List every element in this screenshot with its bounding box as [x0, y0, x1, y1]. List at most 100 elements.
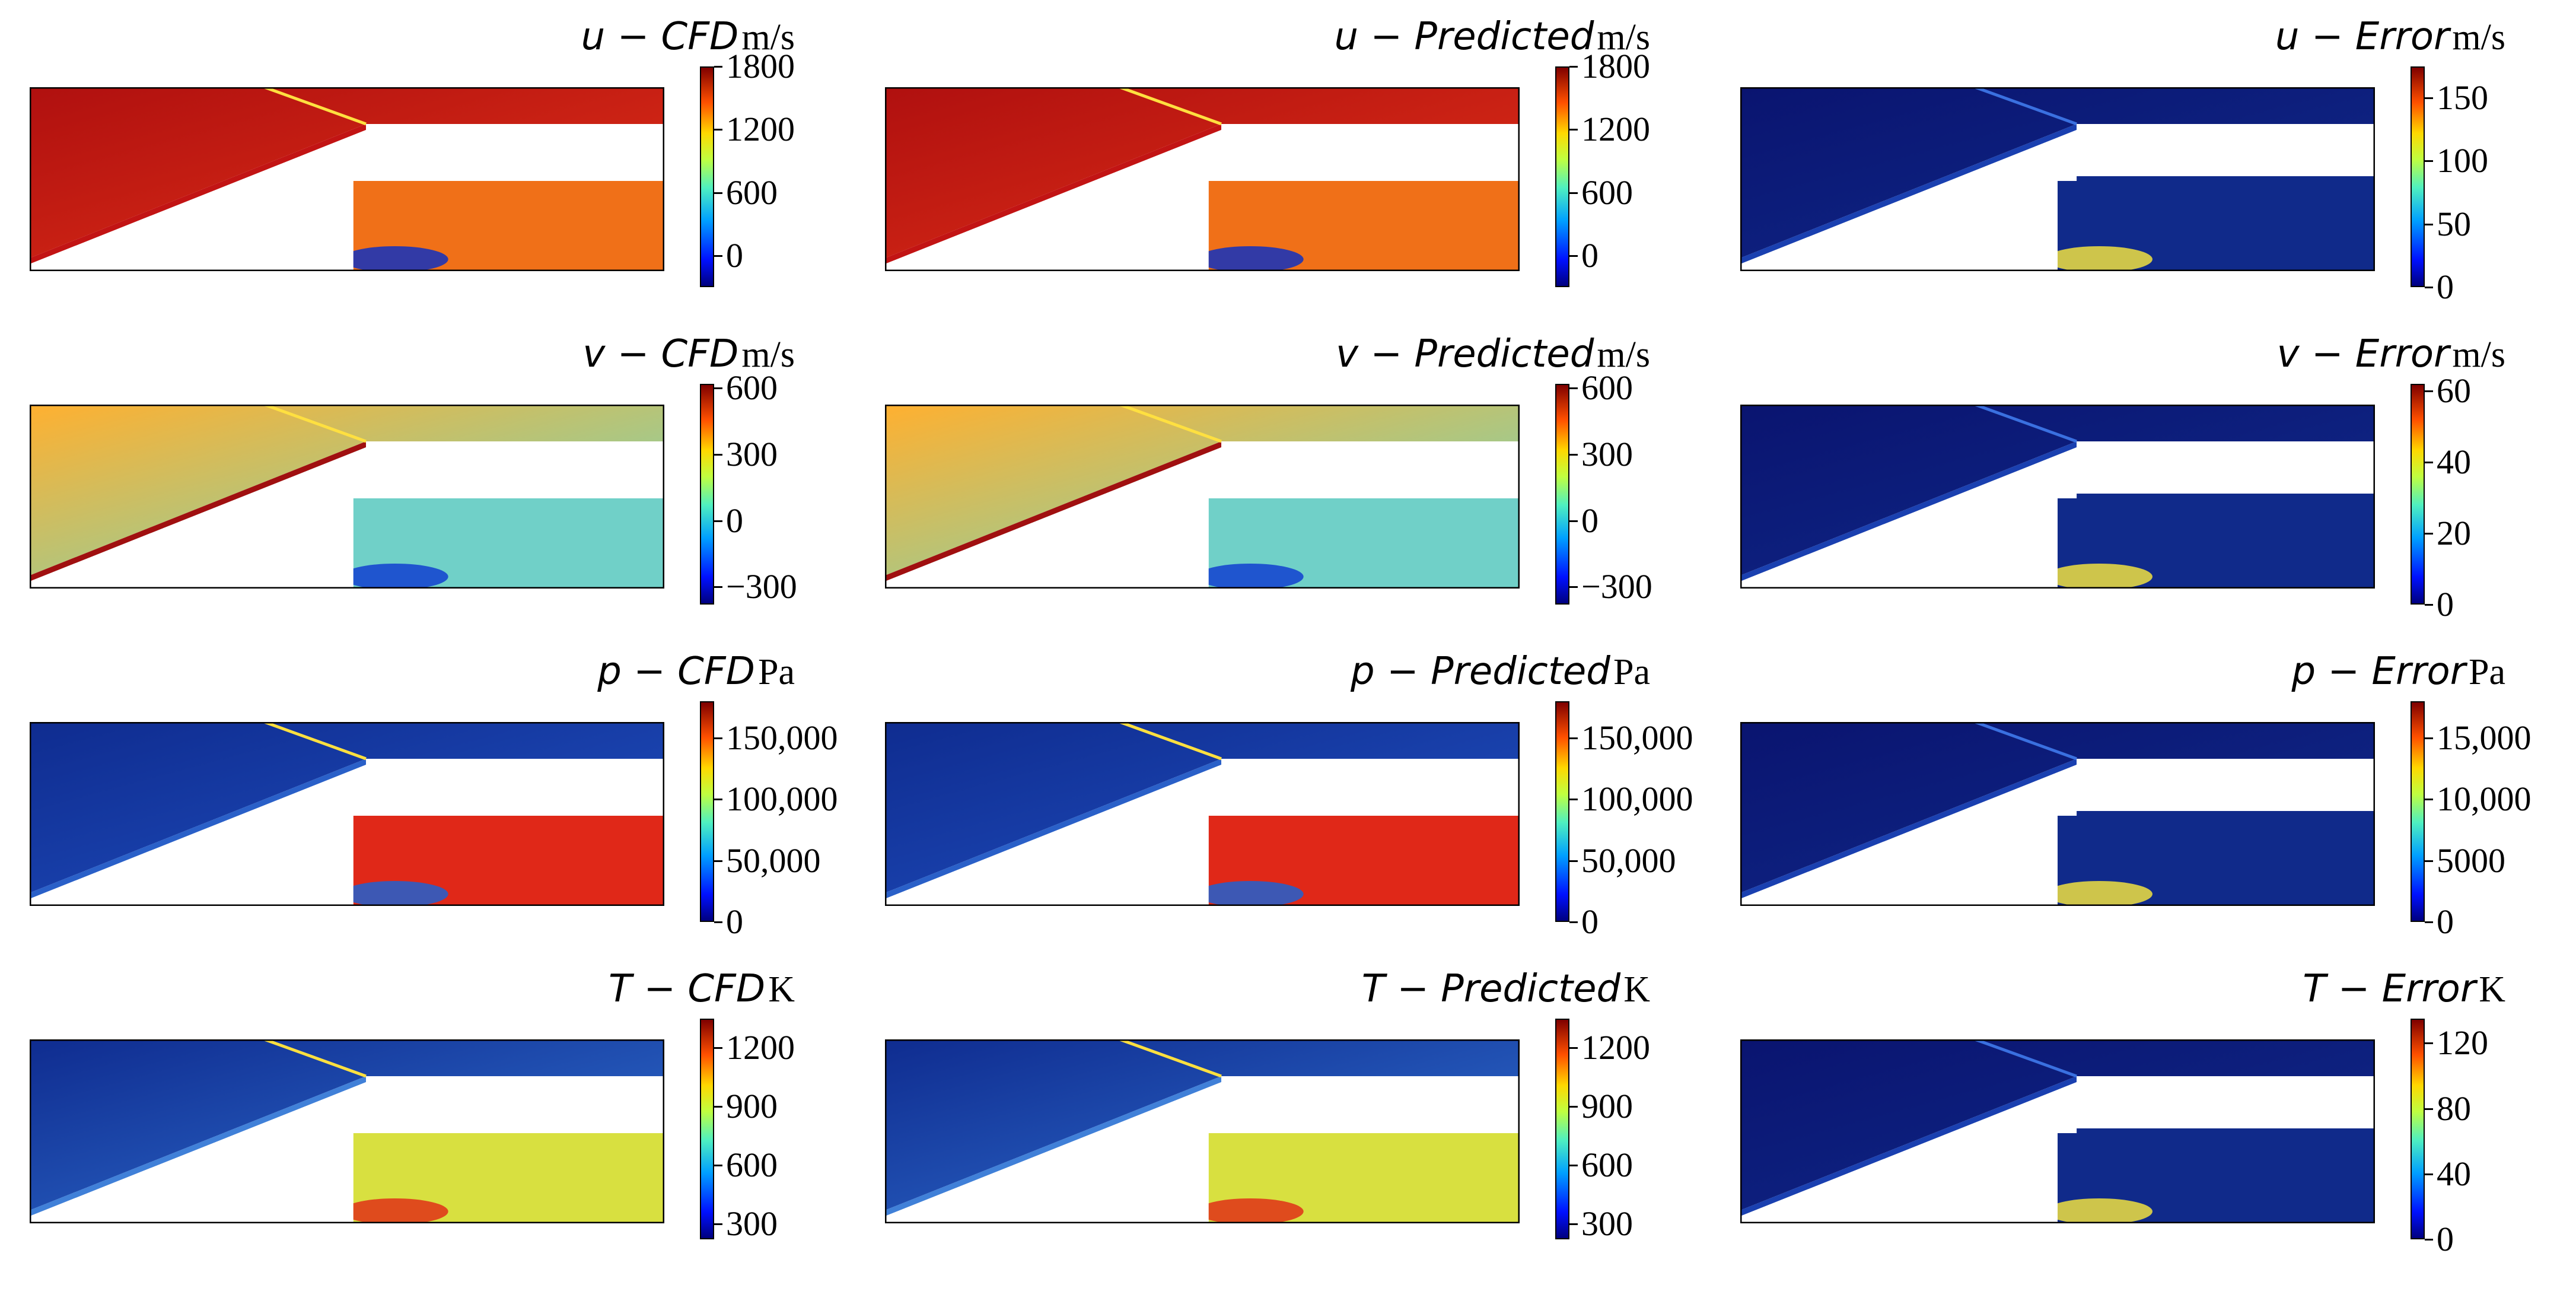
field-plot [885, 87, 1520, 271]
panel-title-kind: Error [2355, 332, 2450, 376]
panel-title-unit: K [2479, 969, 2505, 1010]
panel-title-unit: m/s [2452, 17, 2505, 58]
colorbar-tick-mark [2425, 604, 2433, 606]
colorbar-tick-mark [2425, 287, 2433, 288]
panel-title-symbol: u [581, 15, 606, 59]
colorbar-tick-label: −300 [726, 567, 797, 606]
panel-title-symbol: v [1336, 332, 1359, 376]
panel-title-symbol: u [2275, 15, 2300, 59]
colorbar-tick-mark [714, 520, 722, 522]
colorbar [700, 66, 714, 287]
panel-title-symbol: T [2303, 967, 2326, 1011]
colorbar-tick-label: 0 [2437, 1220, 2454, 1258]
colorbar-tick-label: 300 [1581, 1204, 1633, 1243]
colorbar-tick-label: 600 [726, 173, 778, 212]
colorbar-tick-label: 150,000 [726, 718, 838, 757]
colorbar-tick-mark [2425, 223, 2433, 225]
colorbar [2411, 701, 2425, 922]
colorbar-ticks: 120 80 40 0 [2425, 1019, 2567, 1257]
colorbar-tick-label: 50 [2437, 204, 2471, 243]
colorbar-tick-label: 10,000 [2437, 780, 2532, 819]
colorbar-tick-label: 1200 [726, 1028, 795, 1067]
panel-title-unit: K [1623, 969, 1650, 1010]
panel-t-cfd: T − CFD K 1200 900 600 300 [12, 970, 860, 1278]
colorbar-tick-mark [1569, 799, 1578, 801]
colorbar-tick-mark [1569, 387, 1578, 390]
colorbar-tick-mark [1569, 255, 1578, 257]
panel-u-predicted: u − Predicted m/s 1800 1200 600 0 [867, 18, 1715, 326]
colorbar-ticks: 600 300 0 −300 [1569, 371, 1712, 606]
colorbar-tick-label: 0 [1581, 236, 1599, 275]
panel-title-kind: Error [2355, 15, 2450, 59]
colorbar-tick-label: 120 [2437, 1023, 2488, 1063]
panel-title-symbol: T [1361, 967, 1385, 1011]
colorbar-tick-mark [714, 129, 722, 131]
colorbar-tick-label: 100,000 [1581, 780, 1693, 819]
panel-title-unit: m/s [1597, 335, 1650, 375]
colorbar-tick-label: 900 [726, 1087, 778, 1126]
panel-title-symbol: v [582, 332, 606, 376]
colorbar [2411, 66, 2425, 287]
colorbar-tick-mark [2425, 97, 2433, 100]
colorbar-tick-label: 600 [1581, 368, 1633, 408]
panel-title: v − CFD m/s [582, 332, 795, 376]
colorbar-ticks: 1800 1200 600 0 [714, 49, 856, 287]
colorbar-tick-mark [714, 799, 722, 801]
colorbar-tick-label: 0 [2437, 585, 2454, 624]
colorbar-tick-mark [1569, 520, 1578, 522]
colorbar-tick-mark [714, 921, 722, 923]
colorbar-tick-mark [714, 1164, 722, 1166]
colorbar-tick-label: 20 [2437, 514, 2471, 552]
colorbar-ticks: 1200 900 600 300 [714, 1019, 856, 1241]
panel-title: u − CFD m/s [581, 15, 795, 59]
colorbar-tick-mark [714, 860, 722, 862]
panel-title-kind: CFD [677, 650, 755, 694]
colorbar-tick-label: 300 [1581, 435, 1633, 474]
panel-title-kind: Predicted [1430, 650, 1610, 694]
colorbar-tick-label: −300 [1581, 567, 1652, 606]
colorbar-ticks: 60 40 20 0 [2425, 374, 2567, 622]
panel-title-kind: Error [2381, 967, 2476, 1011]
field-plot [30, 87, 664, 271]
colorbar-tick-label: 40 [2437, 1154, 2471, 1193]
colorbar-tick-label: 600 [726, 368, 778, 408]
colorbar-tick-mark [1569, 586, 1578, 589]
colorbar-tick-mark [2425, 1108, 2433, 1110]
colorbar-tick-mark [1569, 129, 1578, 131]
colorbar-tick-label: 0 [1581, 501, 1599, 540]
field-plot [30, 405, 664, 589]
panel-title-unit: Pa [1613, 652, 1650, 692]
field-plot [1740, 1039, 2375, 1223]
colorbar-tick-label: 600 [1581, 173, 1633, 212]
panel-title: T − Error K [2303, 967, 2505, 1011]
panel-title: p − CFD Pa [597, 650, 795, 694]
colorbar-tick-label: 50,000 [1581, 841, 1676, 880]
colorbar-ticks: 150,000 100,000 50,000 0 [714, 701, 856, 939]
panel-title-kind: CFD [661, 15, 739, 59]
colorbar [700, 1019, 714, 1239]
colorbar-tick-mark [714, 454, 722, 456]
panel-title-unit: K [768, 969, 795, 1010]
panel-title: v − Predicted m/s [1336, 332, 1650, 376]
panel-t-predicted: T − Predicted K 1200 900 600 300 [867, 970, 1715, 1278]
colorbar-tick-label: 150,000 [1581, 718, 1693, 757]
colorbar-tick-mark [2425, 390, 2433, 392]
colorbar-tick-label: 5000 [2437, 841, 2505, 880]
panel-v-cfd: v − CFD m/s 600 300 0 −300 [12, 335, 860, 644]
panel-title-kind: CFD [661, 332, 739, 376]
colorbar-tick-mark [1569, 737, 1578, 739]
panel-title-symbol: p [2291, 650, 2316, 694]
colorbar-tick-label: 0 [2437, 902, 2454, 941]
field-plot [1740, 722, 2375, 906]
colorbar-tick-mark [1569, 1106, 1578, 1108]
colorbar-tick-mark [714, 387, 722, 390]
field-plot [30, 1039, 664, 1223]
colorbar-tick-mark [2425, 737, 2433, 739]
panel-title: T − Predicted K [1361, 967, 1650, 1011]
colorbar-tick-mark [1569, 1223, 1578, 1225]
colorbar-tick-mark [1569, 860, 1578, 862]
colorbar-tick-mark [2425, 1173, 2433, 1175]
colorbar-tick-label: 50,000 [726, 841, 821, 880]
colorbar-tick-mark [1569, 192, 1578, 194]
panel-title-kind: Predicted [1414, 332, 1594, 376]
